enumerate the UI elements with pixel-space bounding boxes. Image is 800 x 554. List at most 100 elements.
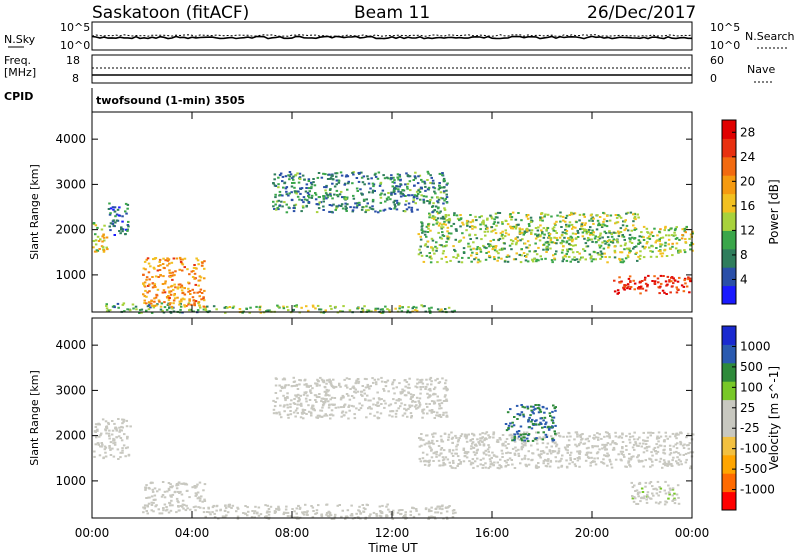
heatmap-cell-band-3 [430, 383, 433, 386]
heatmap-cell-band-5 [420, 194, 423, 197]
heatmap-cell-band-4 [419, 437, 423, 440]
heatmap-cell-band-0 [117, 458, 120, 460]
heatmap-cell-band-3 [187, 303, 190, 306]
heatmap-cell-band-5 [523, 439, 526, 442]
heatmap-cell-band-5 [334, 172, 337, 175]
heatmap-cell-band-6 [561, 249, 564, 252]
freq-panel-frame [91, 54, 693, 84]
heatmap-cell-band-2 [350, 504, 353, 507]
heatmap-cell-band-3 [380, 398, 383, 401]
heatmap-cell-band-6 [603, 240, 606, 243]
heatmap-cell-band-6 [494, 245, 498, 247]
heatmap-cell-band-3 [425, 385, 428, 388]
heatmap-cell-band-4 [606, 435, 609, 438]
heatmap-cell-band-3 [180, 289, 184, 292]
heatmap-cell-band-3 [445, 387, 449, 390]
heatmap-cell-band-6 [526, 229, 529, 232]
heatmap-cell-band-5 [277, 199, 280, 202]
heatmap-cell-band-2 [269, 505, 273, 508]
heatmap-cell-band-2 [235, 510, 238, 513]
heatmap-cell-band-4 [447, 306, 451, 309]
heatmap-cell-band-3 [168, 290, 171, 293]
heatmap-cell-band-4 [505, 452, 508, 455]
heatmap-cell-band-4 [432, 442, 435, 445]
heatmap-cell-band-3 [426, 405, 429, 408]
heatmap-cell-band-5 [319, 201, 323, 204]
heatmap-cell-band-5 [357, 180, 361, 183]
heatmap-cell-band-3 [299, 394, 302, 397]
heatmap-cell-band-4 [656, 437, 659, 440]
heatmap-cell-band-5 [437, 201, 440, 204]
heatmap-cell-band-3 [430, 380, 433, 383]
heatmap-cell-band-2 [150, 311, 154, 314]
heatmap-cell-band-3 [405, 409, 408, 412]
heatmap-cell-band-4 [678, 431, 682, 434]
heatmap-cell-band-6 [560, 242, 563, 245]
heatmap-cell-band-0 [117, 435, 121, 438]
heatmap-cell-band-5 [309, 181, 313, 184]
heatmap-cell-band-4 [680, 463, 683, 466]
heatmap-cell-band-6 [550, 259, 554, 262]
heatmap-cell-band-3 [198, 304, 201, 307]
heatmap-cell-band-4 [612, 446, 616, 449]
heatmap-cell-band-4 [642, 431, 645, 434]
heatmap-cell-band-3 [145, 276, 149, 279]
heatmap-cell-band-5 [384, 200, 387, 203]
heatmap-cell-band-3 [296, 407, 299, 410]
heatmap-cell-band-4 [419, 460, 423, 463]
heatmap-cell-band-2 [123, 310, 126, 313]
heatmap-cell-band-1 [162, 509, 165, 512]
heatmap-cell-band-6 [619, 216, 623, 219]
heatmap-cell-band-4 [654, 458, 658, 461]
heatmap-cell-band-4 [688, 442, 691, 445]
heatmap-cell-band-4 [471, 438, 474, 441]
heatmap-cell-band-0 [97, 443, 100, 446]
heatmap-cell-band-3 [292, 411, 296, 414]
heatmap-cell-band-5 [354, 202, 357, 205]
heatmap-cell-band-3 [425, 378, 428, 381]
heatmap-cell-band-4 [587, 446, 590, 449]
heatmap-cell-band-3 [294, 415, 297, 418]
heatmap-cell-band-2 [266, 504, 269, 507]
heatmap-cell-band-5 [545, 436, 549, 438]
heatmap-cell-band-5 [322, 197, 326, 200]
heatmap-cell-band-6 [634, 218, 637, 221]
heatmap-cell-band-6 [431, 247, 435, 250]
heatmap-cell-band-4 [637, 454, 640, 457]
heatmap-cell-band-6 [495, 224, 498, 227]
heatmap-cell-band-6 [436, 221, 439, 224]
heatmap-cell-band-6 [625, 224, 629, 227]
heatmap-cell-band-4 [668, 453, 672, 456]
heatmap-cell-band-6 [581, 235, 585, 238]
heatmap-cell-band-4 [586, 437, 589, 440]
heatmap-cell-band-7 [672, 277, 675, 280]
heatmap-cell-band-3 [186, 268, 189, 271]
heatmap-cell-band-4 [451, 441, 454, 444]
heatmap-cell-band-5 [307, 194, 310, 197]
heatmap-cell-band-6 [584, 258, 587, 261]
heatmap-cell-band-4 [519, 462, 522, 465]
heatmap-cell-band-3 [409, 412, 413, 415]
heatmap-cell-band-6 [587, 237, 590, 239]
heatmap-cell-band-3 [286, 392, 289, 395]
heatmap-cell-band-6 [645, 498, 648, 501]
heatmap-cell-band-2 [327, 510, 330, 513]
heatmap-cell-band-5 [297, 181, 301, 184]
heatmap-cell-band-6 [550, 215, 553, 218]
heatmap-cell-band-4 [624, 465, 627, 468]
heatmap-cell-band-3 [340, 406, 343, 409]
heatmap-cell-band-4 [628, 438, 631, 441]
heatmap-cell-band-5 [317, 207, 321, 210]
heatmap-cell-band-6 [573, 212, 577, 215]
heatmap-cell-band-1 [194, 486, 197, 489]
heatmap-cell-band-6 [420, 254, 424, 257]
heatmap-cell-band-6 [624, 227, 628, 230]
heatmap-cell-band-5 [298, 178, 302, 180]
heatmap-cell-band-3 [332, 378, 335, 381]
heatmap-cell-band-3 [316, 379, 320, 382]
heatmap-cell-band-6 [625, 212, 628, 215]
heatmap-cell-band-3 [194, 267, 197, 269]
heatmap-cell-band-6 [599, 223, 603, 226]
heatmap-cell-band-6 [589, 256, 593, 259]
heatmap-cell-band-4 [687, 452, 690, 455]
